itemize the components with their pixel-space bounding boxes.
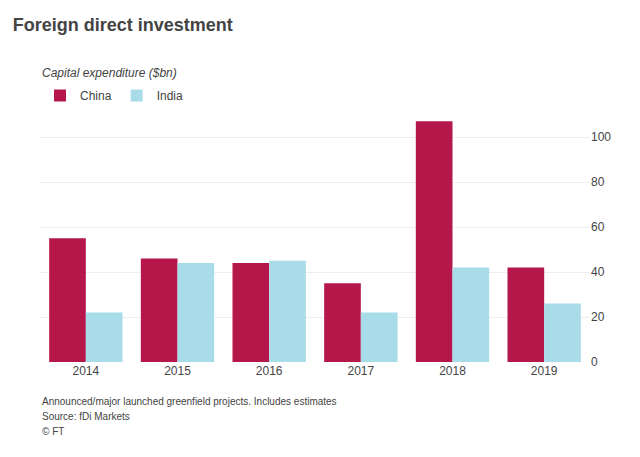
svg-text:China: China [80, 89, 112, 103]
svg-text:80: 80 [591, 175, 605, 189]
svg-text:100: 100 [591, 130, 611, 144]
svg-text:2016: 2016 [256, 364, 283, 378]
svg-text:Source: fDi Markets: Source: fDi Markets [42, 411, 130, 422]
svg-text:2015: 2015 [164, 364, 191, 378]
svg-text:40: 40 [591, 265, 605, 279]
svg-text:20: 20 [591, 310, 605, 324]
svg-text:Announced/major launched green: Announced/major launched greenfield proj… [42, 396, 337, 407]
svg-text:2014: 2014 [72, 364, 99, 378]
svg-text:India: India [157, 89, 183, 103]
svg-text:0: 0 [591, 355, 598, 369]
svg-text:2019: 2019 [531, 364, 558, 378]
svg-text:60: 60 [591, 220, 605, 234]
svg-text:Capital expenditure ($bn): Capital expenditure ($bn) [42, 66, 177, 80]
svg-text:2018: 2018 [439, 364, 466, 378]
svg-text:Foreign direct investment: Foreign direct investment [13, 15, 233, 35]
svg-text:© FT: © FT [42, 426, 64, 437]
svg-text:2017: 2017 [347, 364, 374, 378]
